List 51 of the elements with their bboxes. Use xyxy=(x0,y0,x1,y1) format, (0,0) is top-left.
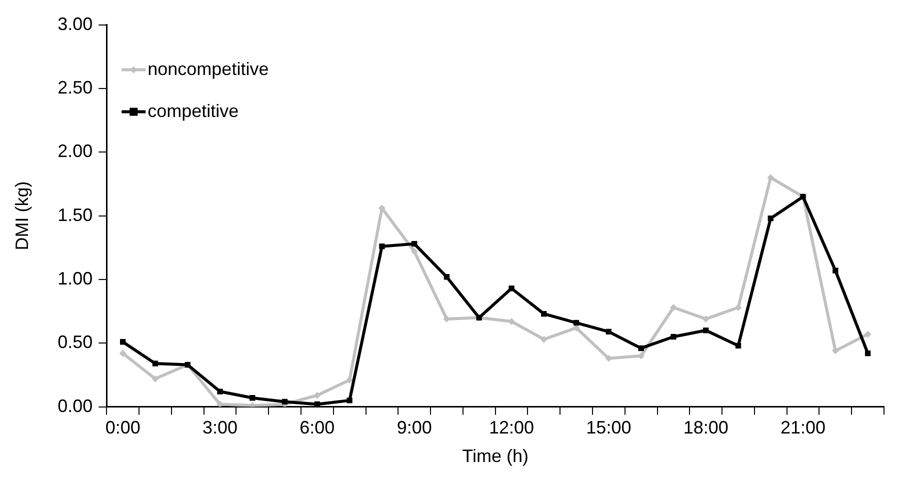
x-tick-label: 6:00 xyxy=(300,418,335,438)
x-tick-label: 21:00 xyxy=(780,418,826,438)
point xyxy=(832,347,839,354)
x-tick-label: 15:00 xyxy=(586,418,632,438)
point xyxy=(508,318,516,325)
x-tick-label: 18:00 xyxy=(683,418,728,438)
point xyxy=(346,398,352,404)
point xyxy=(346,376,354,384)
point xyxy=(119,350,126,357)
point xyxy=(152,360,158,366)
point xyxy=(734,304,742,311)
point xyxy=(864,330,872,338)
point xyxy=(864,350,871,356)
point xyxy=(832,268,838,274)
point xyxy=(120,339,126,345)
x-axis-title: Time (h) xyxy=(462,446,528,466)
x-tick-label: 3:00 xyxy=(202,418,238,438)
point xyxy=(508,286,514,292)
x-tick-label: 9:00 xyxy=(396,418,432,438)
point xyxy=(250,395,256,401)
point xyxy=(444,274,450,280)
point xyxy=(412,240,418,247)
point xyxy=(767,174,774,182)
point xyxy=(314,392,321,399)
x-tick-label: 0:00 xyxy=(105,418,140,438)
y-tick-label: 3.00 xyxy=(58,14,93,34)
point xyxy=(152,375,159,382)
point xyxy=(735,342,742,349)
y-tick-label: 1.00 xyxy=(58,268,93,288)
point xyxy=(670,334,676,340)
y-tick-label: 2.00 xyxy=(58,141,93,162)
point xyxy=(638,345,644,352)
point xyxy=(540,336,548,343)
y-axis-title: DMI (kg) xyxy=(12,181,32,250)
point xyxy=(379,244,385,250)
legend-label: noncompetitive xyxy=(148,58,269,79)
y-tick-label: 0.00 xyxy=(58,396,93,416)
point xyxy=(573,320,580,326)
point xyxy=(541,311,547,317)
y-tick-label: 2.50 xyxy=(58,77,93,98)
point xyxy=(410,248,418,255)
y-tick-label: 1.50 xyxy=(58,204,93,225)
point xyxy=(606,328,612,334)
legend-label: competitive xyxy=(148,100,239,121)
point xyxy=(703,328,709,334)
point xyxy=(702,315,710,322)
point xyxy=(670,304,677,311)
point xyxy=(217,388,223,394)
point xyxy=(768,216,774,222)
y-tick-label: 0.50 xyxy=(58,332,93,352)
x-tick-label: 12:00 xyxy=(488,418,534,438)
